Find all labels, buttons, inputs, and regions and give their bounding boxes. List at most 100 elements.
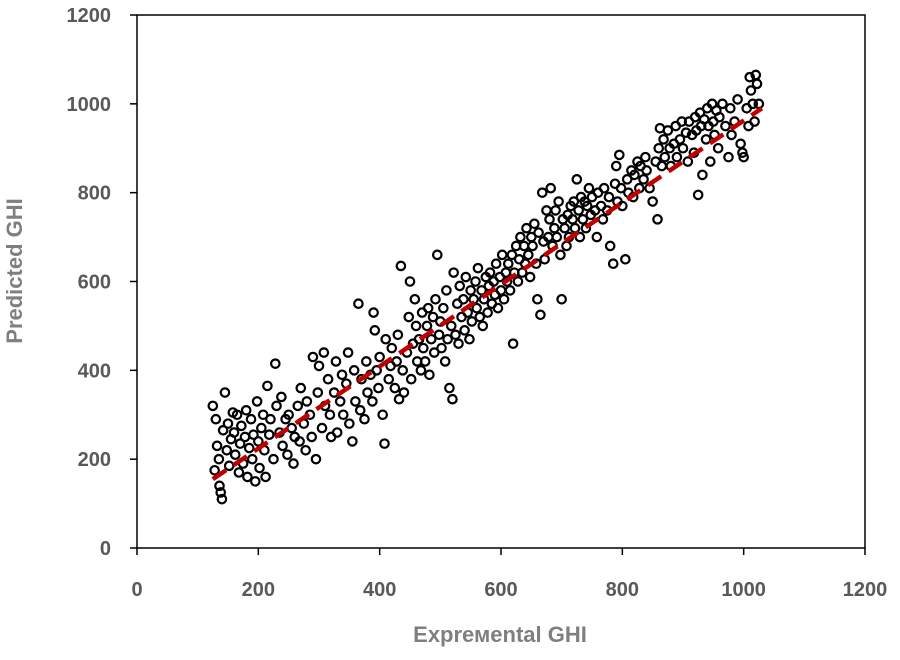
data-point: [500, 267, 512, 278]
data-point: [581, 200, 593, 212]
data-point: [436, 342, 447, 354]
data-point: [359, 413, 370, 425]
data-point: [405, 373, 417, 385]
x-tick-label: 400: [363, 579, 396, 601]
data-point: [545, 182, 557, 194]
data-point: [209, 464, 220, 476]
data-point: [726, 129, 737, 141]
data-point: [551, 231, 563, 243]
data-point: [737, 147, 748, 158]
data-point: [228, 427, 240, 438]
data-point: [306, 431, 318, 443]
data-point: [536, 187, 548, 198]
data-point: [744, 71, 756, 83]
data-point: [253, 436, 264, 447]
data-point: [236, 420, 247, 432]
data-point: [362, 387, 373, 398]
data-point: [419, 356, 431, 367]
data-point: [374, 351, 385, 363]
data-point: [484, 267, 496, 278]
data-point: [656, 160, 668, 172]
data-point: [214, 480, 225, 492]
data-point: [353, 298, 364, 310]
data-point: [680, 127, 692, 139]
data-point: [568, 196, 580, 207]
data-point: [270, 358, 281, 369]
data-point: [431, 249, 443, 261]
data-point: [234, 438, 246, 449]
data-point: [573, 205, 584, 216]
data-point: [393, 393, 405, 405]
data-point: [213, 453, 225, 465]
data-point: [263, 429, 275, 441]
y-tick-label: 200: [78, 449, 111, 471]
data-point: [211, 440, 223, 452]
data-point: [282, 449, 293, 461]
x-tick-label: 1200: [843, 579, 888, 601]
data-point: [397, 365, 409, 376]
data-point: [430, 293, 441, 305]
data-point: [603, 191, 615, 203]
data-point: [725, 102, 736, 114]
data-point: [450, 329, 461, 341]
data-point: [245, 413, 257, 425]
y-tick-label: 1000: [67, 94, 112, 116]
data-point: [219, 387, 231, 398]
data-point: [732, 94, 743, 105]
data-point: [207, 400, 219, 412]
trendline: [211, 106, 764, 482]
data-point: [621, 174, 633, 185]
data-point: [550, 205, 561, 216]
data-point: [712, 142, 724, 154]
data-point: [410, 320, 422, 332]
x-axis-title: Exprемental GHI: [413, 622, 587, 647]
data-point: [717, 98, 728, 110]
data-point: [539, 253, 550, 265]
data-point: [682, 156, 694, 167]
data-point: [294, 436, 305, 447]
data-point: [735, 138, 746, 150]
data-point: [700, 134, 712, 145]
data-point: [442, 333, 453, 345]
data-point: [607, 258, 619, 270]
y-axis-title: Predicted GHI: [2, 198, 27, 343]
data-point: [300, 444, 311, 456]
data-point: [231, 409, 243, 421]
data-point: [334, 396, 346, 407]
data-point: [354, 405, 366, 416]
data-point: [671, 151, 683, 163]
data-point: [620, 253, 631, 265]
data-point: [243, 442, 255, 454]
data-point: [653, 142, 665, 154]
data-point: [532, 293, 543, 305]
data-point: [257, 409, 269, 421]
data-point: [490, 258, 502, 270]
data-point: [460, 271, 472, 283]
data-point: [251, 396, 263, 407]
data-point: [371, 365, 382, 376]
data-point: [379, 438, 390, 449]
y-tick-label: 0: [100, 538, 111, 560]
data-point: [350, 396, 361, 407]
y-tick-label: 1200: [67, 5, 112, 27]
data-point: [445, 320, 457, 332]
data-point: [344, 418, 355, 429]
data-point: [260, 471, 271, 483]
data-point: [658, 134, 669, 145]
data-point: [470, 276, 481, 287]
data-point: [659, 151, 671, 163]
data-point: [367, 396, 378, 407]
data-point: [464, 333, 475, 345]
data-point: [398, 387, 410, 398]
data-point: [404, 276, 416, 287]
data-point: [453, 338, 464, 349]
data-point: [723, 151, 734, 163]
data-point: [312, 387, 324, 398]
data-point: [541, 205, 552, 216]
data-point: [604, 240, 616, 252]
data-point: [738, 151, 749, 163]
data-point: [597, 214, 609, 225]
data-point: [316, 422, 328, 434]
data-point: [615, 182, 627, 194]
data-point: [524, 271, 536, 283]
